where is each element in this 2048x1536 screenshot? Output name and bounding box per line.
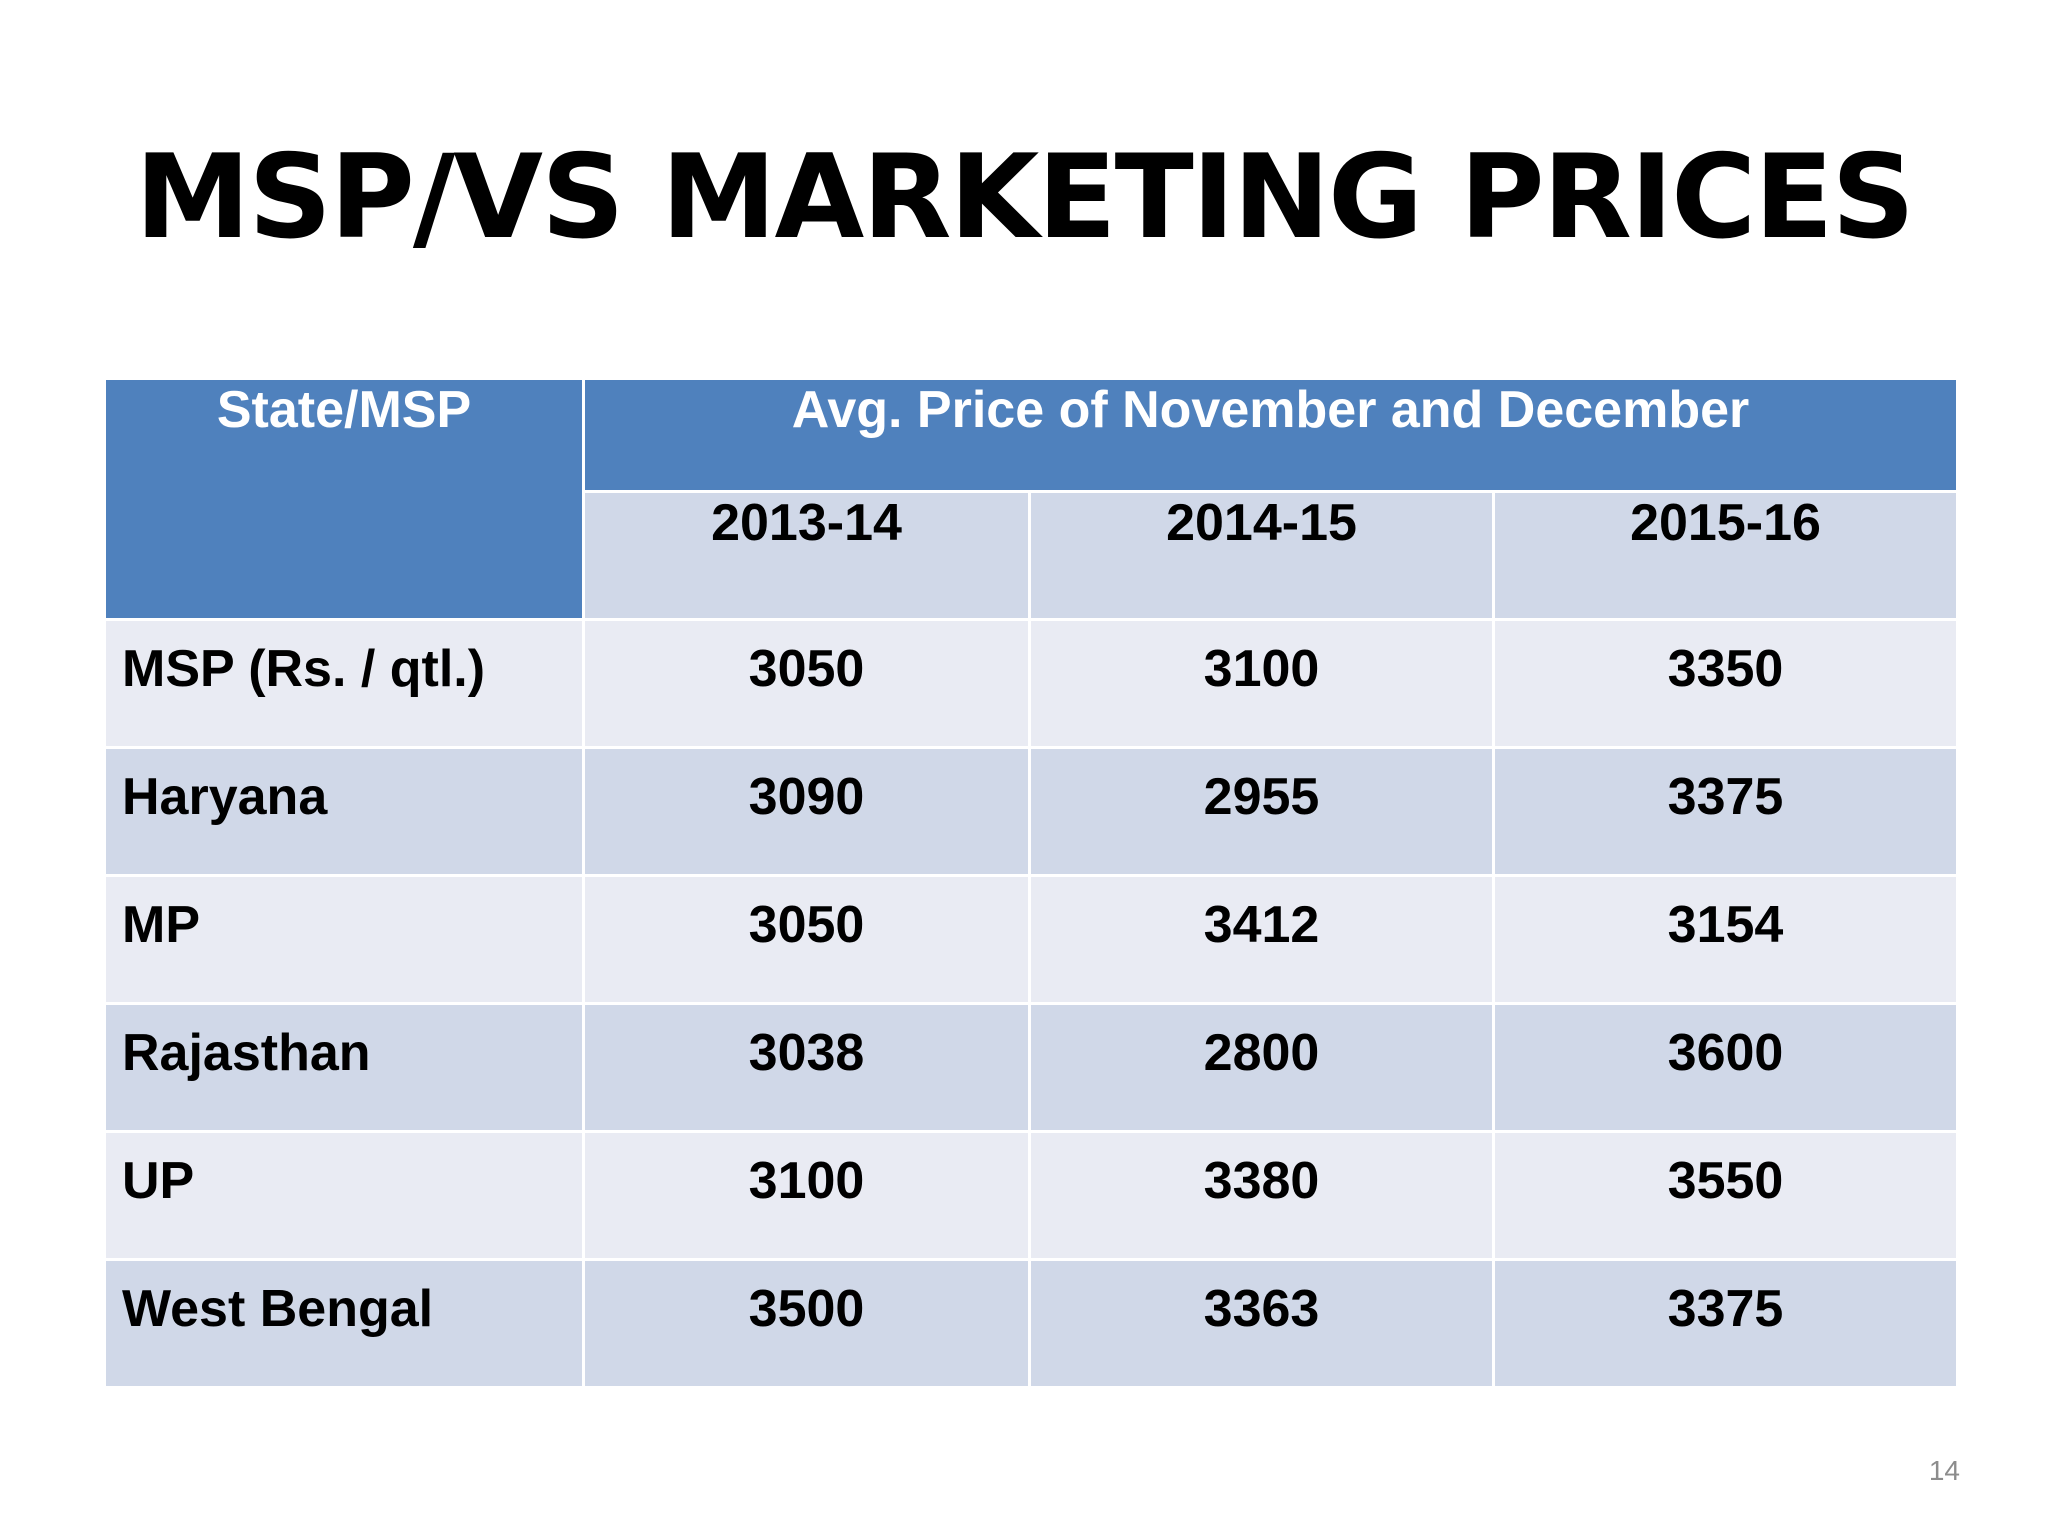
table-row: West Bengal 3500 3363 3375: [103, 1258, 1959, 1389]
table-row: MSP (Rs. / qtl.) 3050 3100 3350: [103, 618, 1959, 749]
table-row: MP 3050 3412 3154: [103, 874, 1959, 1005]
price-cell: 3100: [582, 1130, 1031, 1261]
price-cell: 3375: [1492, 746, 1959, 877]
state-cell: Rajasthan: [103, 1002, 585, 1133]
price-cell: 3375: [1492, 1258, 1959, 1389]
price-cell: 3363: [1028, 1258, 1495, 1389]
price-cell: 3154: [1492, 874, 1959, 1005]
slide-title: MSP/VS MARKETING PRICES: [134, 130, 1915, 265]
header-year: 2015-16: [1492, 490, 1959, 621]
page-number: 14: [1928, 1455, 1960, 1486]
price-cell: 3500: [582, 1258, 1031, 1389]
price-cell: 3350: [1492, 618, 1959, 749]
price-cell: 3100: [1028, 618, 1495, 749]
price-cell: 3038: [582, 1002, 1031, 1133]
price-cell: 3050: [582, 874, 1031, 1005]
header-year: 2013-14: [582, 490, 1031, 621]
price-cell: 3600: [1492, 1002, 1959, 1133]
table-row: Rajasthan 3038 2800 3600: [103, 1002, 1959, 1133]
table-row: Haryana 3090 2955 3375: [103, 746, 1959, 877]
state-cell: MP: [103, 874, 585, 1005]
state-cell: West Bengal: [103, 1258, 585, 1389]
price-cell: 2955: [1028, 746, 1495, 877]
state-cell: UP: [103, 1130, 585, 1261]
header-state: State/MSP: [103, 377, 585, 621]
price-cell: 3050: [582, 618, 1031, 749]
price-cell: 2800: [1028, 1002, 1495, 1133]
header-avg-price: Avg. Price of November and December: [582, 377, 1959, 493]
price-cell: 3412: [1028, 874, 1495, 1005]
price-cell: 3090: [582, 746, 1031, 877]
price-cell: 3550: [1492, 1130, 1959, 1261]
state-cell: MSP (Rs. / qtl.): [103, 618, 585, 749]
table-row: UP 3100 3380 3550: [103, 1130, 1959, 1261]
price-table: State/MSP Avg. Price of November and Dec…: [103, 377, 1959, 1389]
header-year: 2014-15: [1028, 490, 1495, 621]
state-cell: Haryana: [103, 746, 585, 877]
price-cell: 3380: [1028, 1130, 1495, 1261]
